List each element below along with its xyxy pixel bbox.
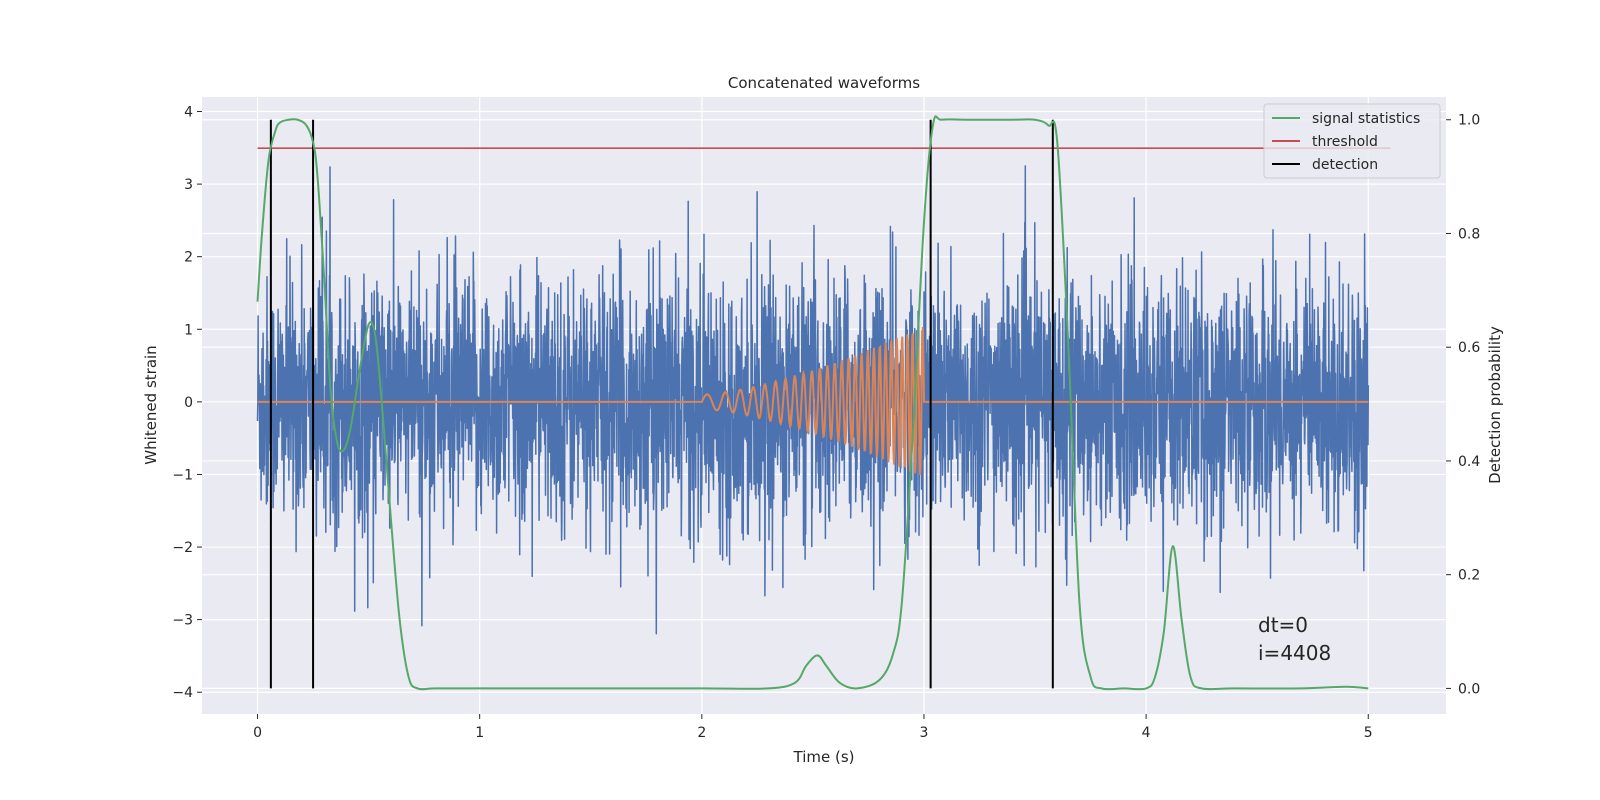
y2-tick-label: 1.0 [1458, 113, 1480, 129]
y-tick-label: −1 [172, 467, 193, 483]
y-tick-label: −2 [172, 540, 193, 556]
y-axis-label: Whitened strain [142, 345, 160, 464]
legend-label-detection: detection [1312, 157, 1378, 173]
x-tick-label: 4 [1142, 725, 1151, 741]
plot-area [256, 115, 1391, 691]
y-tick-label: 4 [184, 105, 193, 121]
y2-tick-label: 0.4 [1458, 454, 1480, 470]
x-tick-label: 2 [697, 725, 706, 741]
injected-waveform-line [257, 327, 1369, 475]
y2-tick-label: 0.8 [1458, 226, 1480, 242]
y-tick-label: 3 [184, 177, 193, 193]
annotation-dt: dt=0 [1258, 613, 1308, 637]
y2-tick-label: 0.0 [1458, 681, 1480, 697]
x-axis-label: Time (s) [793, 748, 855, 766]
legend: signal statistics threshold detection [1263, 103, 1441, 179]
y-tick-label: 1 [184, 322, 193, 338]
x-tick-label: 3 [920, 725, 929, 741]
legend-box [1263, 103, 1441, 179]
chart-title: Concatenated waveforms [728, 74, 920, 92]
legend-label-threshold: threshold [1312, 134, 1378, 150]
annotations: dt=0 i=4408 [1258, 613, 1331, 665]
x-tick-label: 1 [475, 725, 484, 741]
legend-label-signal-statistics: signal statistics [1312, 111, 1420, 127]
annotation-index: i=4408 [1258, 641, 1331, 665]
x-tick-label: 5 [1364, 725, 1373, 741]
y2-tick-label: 0.6 [1458, 340, 1480, 356]
y-tick-label: 0 [184, 395, 193, 411]
ticks: 0 1 2 3 4 5 −4 −3 −2 −1 0 1 2 3 4 0.0 0.2 0.4 0.6 0.8 1.0 [172, 105, 1480, 741]
y2-tick-label: 0.2 [1458, 568, 1480, 584]
y2-axis-label: Detection probability [1486, 326, 1504, 484]
y-tick-label: −3 [172, 613, 193, 629]
y-tick-label: 2 [184, 250, 193, 266]
signal-statistics-line [256, 115, 1369, 691]
x-tick-label: 0 [253, 725, 262, 741]
y-tick-label: −4 [172, 685, 193, 701]
